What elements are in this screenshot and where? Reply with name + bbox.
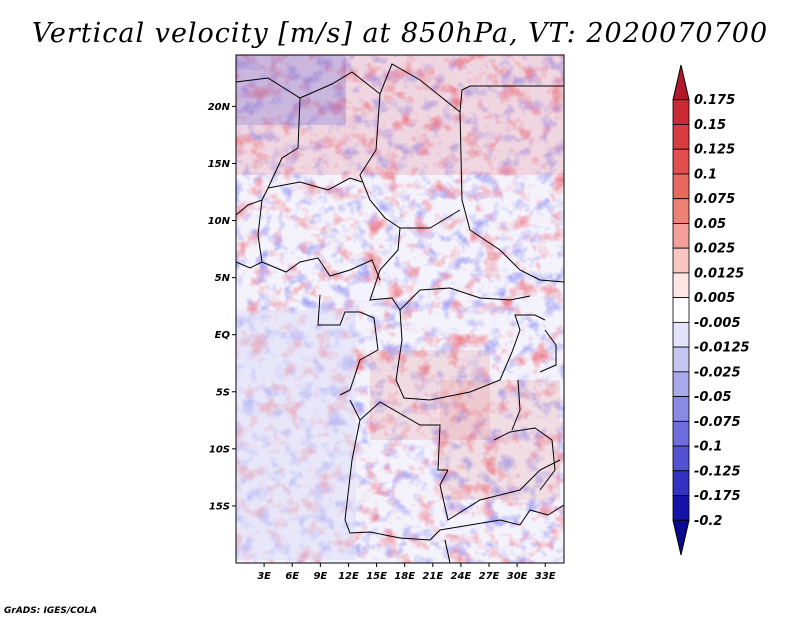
colorbar-segment (672, 420, 690, 447)
colorbar-label: -0.1 (694, 440, 722, 455)
colorbar-segment (672, 272, 690, 299)
lat-tick-label: 5S (216, 387, 230, 398)
map-panel (235, 54, 565, 564)
longitude-axis: 3E 6E 9E 12E 15E 18E 21E 24E 27E 30E 33E (257, 563, 556, 582)
colorbar-label: 0.0125 (694, 266, 744, 281)
colorbar-segment (672, 173, 690, 200)
colorbar-segment (672, 148, 690, 175)
colorbar-segment (672, 64, 690, 101)
lat-tick-label: 20N (208, 102, 231, 113)
colorbar-segment (672, 321, 690, 348)
colorbar-label: 0.175 (694, 93, 735, 108)
lon-tick-label: 12E (338, 571, 359, 582)
colorbar-segment (672, 247, 690, 274)
lat-tick-label: 10N (208, 216, 231, 227)
lat-tick-label: 15N (208, 159, 231, 170)
lat-tick-label: 5N (215, 273, 231, 284)
colorbar-segment (672, 99, 690, 125)
lon-tick-label: 3E (257, 571, 271, 582)
lat-tick-label: EQ (215, 330, 231, 341)
colorbar-segment (672, 346, 690, 373)
colorbar-label: -0.05 (694, 390, 731, 405)
lon-tick-label: 9E (313, 571, 327, 582)
colorbar-label: -0.175 (694, 489, 741, 504)
colorbar-label: -0.025 (694, 365, 741, 380)
colorbar-segment (672, 519, 690, 556)
map-title: Vertical velocity [m/s] at 850hPa, VT: 2… (32, 18, 768, 49)
colorbar-segment (672, 495, 690, 521)
colorbar-label: 0.1 (694, 167, 717, 182)
lon-tick-label: 24E (451, 571, 472, 582)
lon-tick-label: 21E (422, 571, 443, 582)
colorbar-segment (672, 297, 690, 323)
lon-tick-label: 18E (394, 571, 415, 582)
colorbar-segment (672, 223, 690, 249)
colorbar-label: 0.05 (694, 217, 726, 232)
colorbar-segment (672, 124, 690, 150)
colorbar-segment (672, 445, 690, 472)
colorbar-segment (672, 396, 690, 422)
colorbar-label: -0.005 (694, 316, 741, 331)
colorbar-label: -0.2 (694, 514, 722, 529)
country-borders (236, 63, 564, 563)
lon-tick-label: 30E (507, 571, 528, 582)
latitude-axis: 20N 15N 10N 5N EQ 5S 10S 15S (208, 102, 236, 512)
lon-tick-label: 6E (285, 571, 299, 582)
lon-tick-label: 15E (366, 571, 387, 582)
colorbar: 0.175 0.15 0.125 0.1 0.075 0.05 0.025 0.0125 0.0… (672, 64, 750, 556)
colorbar-segment (672, 371, 690, 397)
colorbar-label: 0.075 (694, 192, 735, 207)
colorbar-segment (672, 198, 690, 224)
colorbar-label: 0.005 (694, 291, 735, 306)
colorbar-label: -0.075 (694, 415, 741, 430)
colorbar-label: 0.15 (694, 118, 726, 133)
lon-tick-label: 27E (479, 571, 500, 582)
lon-tick-label: 33E (535, 571, 556, 582)
colorbar-label: 0.125 (694, 143, 735, 158)
colorbar-label: -0.0125 (694, 341, 750, 356)
colorbar-segment (672, 470, 690, 496)
colorbar-label: -0.125 (694, 464, 741, 479)
credit-text: GrADS: IGES/COLA (4, 606, 97, 616)
colorbar-label: 0.025 (694, 242, 735, 257)
lat-tick-label: 10S (209, 444, 230, 455)
lat-tick-label: 15S (209, 501, 230, 512)
